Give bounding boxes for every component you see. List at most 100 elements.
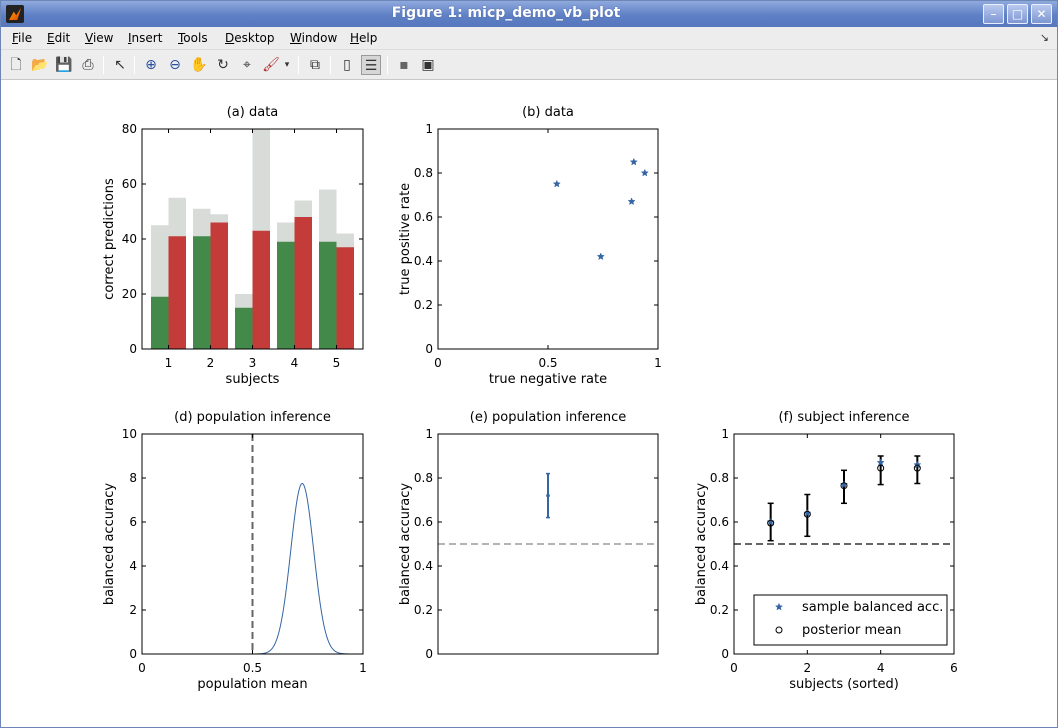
chart-e-ytick-label: 0.4 (414, 559, 433, 573)
open-file-icon[interactable]: 📂 (31, 57, 49, 73)
menu-insert[interactable]: Insert (128, 31, 163, 45)
select-arrow-icon[interactable]: ↖ (114, 57, 126, 73)
menu-file[interactable]: File (12, 31, 33, 45)
chart-a-xtick-label: 2 (207, 356, 215, 370)
chart-e-title: (e) population inference (470, 410, 626, 425)
zoom-out-icon[interactable]: ⊖ (169, 57, 181, 73)
print-icon[interactable]: ⎙ (82, 57, 94, 73)
chart-b-point (640, 168, 649, 177)
chart-e-mean-point (546, 493, 550, 498)
chart-f-ytick-label: 1 (721, 427, 729, 441)
brush-dropdown-icon[interactable]: ▾ (284, 60, 290, 70)
chart-a-xlabel: subjects (226, 372, 280, 387)
chart-d-axes-box (141, 433, 364, 655)
chart-f-xtick-label: 0 (730, 661, 738, 675)
chart-d-ylabel: balanced accuracy (102, 483, 117, 606)
chart-d-ytick-label: 2 (129, 603, 137, 617)
menu-edit[interactable]: Edit (47, 31, 71, 45)
chart-f-ytick-label: 0.2 (710, 603, 729, 617)
chart-f-xtick-label: 6 (950, 661, 958, 675)
chart-a-axes-box (141, 128, 364, 350)
menu-help[interactable]: Help (350, 31, 378, 45)
chart-f-ytick-label: 0.8 (710, 471, 729, 485)
chart-f-posterior-mean-point (877, 464, 885, 472)
chart-f-xtick-label: 4 (877, 661, 885, 675)
chart-a-ytick-label: 40 (122, 232, 137, 246)
menu-window[interactable]: Window (290, 31, 338, 45)
chart-a-xtick-label: 1 (165, 356, 173, 370)
chart-a-bar-correct-class-2 (294, 217, 312, 349)
chart-b-background (438, 129, 658, 349)
chart-f-sample-point (876, 458, 885, 467)
chart-d-ytick-label: 6 (129, 515, 137, 529)
chart-a-title: (a) data (227, 105, 279, 120)
chart-f-legend-label: posterior mean (802, 623, 901, 638)
toolbar-separator (103, 56, 104, 74)
hide-plot-tools-icon[interactable]: ▪ (399, 57, 409, 73)
chart-b-ytick-label: 0.4 (414, 254, 433, 268)
chart-a-bar-correct-class-1 (151, 296, 169, 349)
zoom-in-icon[interactable]: ⊕ (145, 57, 157, 73)
chart-f-posterior-mean-point (840, 482, 848, 490)
chart-a-bar-correct-class-1 (277, 241, 295, 349)
close-button[interactable]: ✕ (1031, 4, 1052, 24)
menu-view[interactable]: View (85, 31, 114, 45)
save-icon[interactable]: 💾 (55, 57, 73, 73)
menu-desktop[interactable]: Desktop (225, 31, 275, 45)
chart-f-legend-circle-marker (775, 626, 783, 634)
new-figure-icon[interactable]: 🗋 (10, 57, 22, 73)
figure-toolbar: 🗋 📂 💾 ⎙ ↖ ⊕ ⊖ ✋ ↻ ⌖ 🖌 ▾ ⧉ ▯ ☰ ▪ ▣ (1, 50, 1057, 80)
link-plot-icon[interactable]: ⧉ (310, 57, 320, 73)
rotate-3d-icon[interactable]: ↻ (217, 57, 229, 73)
chart-f-legend-box[interactable] (753, 594, 948, 646)
show-plot-tools-icon[interactable]: ▣ (421, 57, 435, 73)
matlab-logo-icon[interactable] (6, 5, 24, 23)
chart-a-ytick-label: 80 (122, 122, 137, 136)
chart-d-xtick-label: 0.5 (243, 661, 262, 675)
chart-f-posterior-mean-point (767, 519, 775, 527)
chart-d-ytick-label: 10 (122, 427, 137, 441)
chart-f-xtick-label: 2 (804, 661, 812, 675)
toolbar-separator (134, 56, 135, 74)
pan-hand-icon[interactable]: ✋ (190, 57, 208, 73)
chart-a-bar-correct-class-1 (319, 241, 337, 349)
chart-d-xtick-label: 1 (359, 661, 367, 675)
chart-d-xlabel: population mean (197, 677, 307, 692)
toolbar-separator (330, 56, 331, 74)
chart-d-ytick-label: 8 (129, 471, 137, 485)
chart-a-ytick-label: 0 (129, 342, 137, 356)
chart-b-point (629, 157, 638, 166)
toolbar-separator (298, 56, 299, 74)
data-cursor-icon[interactable]: ⌖ (243, 57, 251, 73)
colorbar-icon[interactable]: ▯ (343, 57, 351, 73)
chart-a-bar-correct-class-1 (193, 236, 211, 349)
legend-icon[interactable]: ☰ (361, 55, 381, 75)
minimize-button[interactable]: – (983, 4, 1004, 24)
menu-tools[interactable]: Tools (178, 31, 208, 45)
chart-a-ylabel: correct predictions (102, 178, 117, 300)
chart-b-ytick-label: 0 (425, 342, 433, 356)
chart-f-axes-box (733, 433, 955, 655)
chart-b-point (627, 197, 636, 206)
chart-d-xtick-label: 0 (138, 661, 146, 675)
figure-canvas: 1 2 3 4 5 0 20 40 60 80 (a) data subjects correct pr… (1, 81, 1057, 727)
chart-b-xtick-label: 0 (434, 356, 442, 370)
toolbar-separator (387, 56, 388, 74)
title-bar[interactable]: Figure 1: micp_demo_vb_plot – □ ✕ (1, 1, 1057, 27)
chart-f-ytick-label: 0.4 (710, 559, 729, 573)
chart-b-point (596, 252, 605, 261)
maximize-button[interactable]: □ (1007, 4, 1028, 24)
chart-d-title: (d) population inference (174, 410, 331, 425)
chart-b-ytick-label: 0.8 (414, 166, 433, 180)
chart-f-xlabel: subjects (sorted) (789, 677, 899, 692)
chart-b-xtick-label: 1 (654, 356, 662, 370)
chart-b-point (552, 179, 561, 188)
chart-f-legend-label: sample balanced acc. (802, 600, 943, 615)
chart-e-ytick-label: 0.8 (414, 471, 433, 485)
menu-overflow-icon[interactable]: ↘ (1039, 31, 1049, 44)
brush-icon[interactable]: 🖌 (262, 57, 280, 73)
window-title: Figure 1: micp_demo_vb_plot (391, 5, 621, 21)
chart-f-posterior-mean-point (913, 464, 921, 472)
